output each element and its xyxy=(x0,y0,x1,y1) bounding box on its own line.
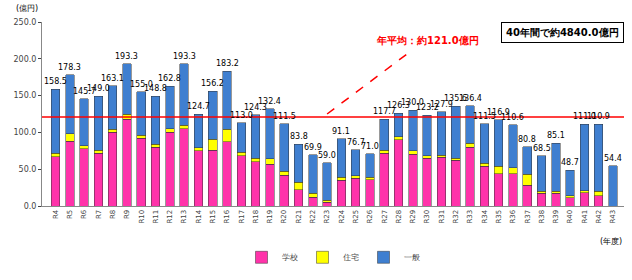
svg-text:R9: R9 xyxy=(123,210,131,219)
svg-text:124.7: 124.7 xyxy=(187,102,210,111)
svg-text:R8: R8 xyxy=(109,210,117,219)
svg-text:R22: R22 xyxy=(309,210,317,224)
svg-text:150.0: 150.0 xyxy=(13,91,36,100)
svg-text:(年度): (年度) xyxy=(600,237,622,246)
svg-text:124.3: 124.3 xyxy=(244,103,267,112)
svg-text:250.0: 250.0 xyxy=(13,18,36,27)
svg-text:40年間で約4840.0億円: 40年間で約4840.0億円 xyxy=(506,27,619,38)
svg-text:R18: R18 xyxy=(252,210,260,224)
svg-text:91.1: 91.1 xyxy=(332,127,350,136)
svg-text:83.8: 83.8 xyxy=(290,132,308,141)
svg-text:145.7: 145.7 xyxy=(73,87,96,96)
svg-text:123.2: 123.2 xyxy=(416,103,439,112)
svg-text:155.0: 155.0 xyxy=(130,80,153,89)
svg-text:年平均：約121.0億円: 年平均：約121.0億円 xyxy=(376,35,479,46)
svg-text:R40: R40 xyxy=(566,210,574,224)
svg-text:R19: R19 xyxy=(266,210,274,224)
svg-text:学校: 学校 xyxy=(282,253,298,262)
svg-text:126.3: 126.3 xyxy=(387,101,410,110)
svg-text:50.0: 50.0 xyxy=(19,165,37,174)
svg-text:162.8: 162.8 xyxy=(158,74,181,83)
svg-text:R32: R32 xyxy=(452,210,460,224)
svg-text:R34: R34 xyxy=(481,209,489,223)
svg-text:80.8: 80.8 xyxy=(518,135,536,144)
svg-text:R14: R14 xyxy=(195,209,203,223)
svg-text:0.0: 0.0 xyxy=(24,202,37,211)
svg-text:132.4: 132.4 xyxy=(258,97,281,106)
svg-text:110.6: 110.6 xyxy=(501,113,524,122)
svg-text:110.9: 110.9 xyxy=(587,112,610,121)
svg-text:R29: R29 xyxy=(409,210,417,224)
svg-text:R16: R16 xyxy=(223,209,231,223)
svg-text:136.4: 136.4 xyxy=(459,94,482,103)
svg-text:158.5: 158.5 xyxy=(44,77,67,86)
svg-text:85.1: 85.1 xyxy=(547,131,565,140)
svg-text:156.2: 156.2 xyxy=(201,79,224,88)
svg-text:R13: R13 xyxy=(180,210,188,224)
svg-text:117.7: 117.7 xyxy=(373,107,396,116)
svg-text:R35: R35 xyxy=(495,210,503,224)
svg-text:113.0: 113.0 xyxy=(230,111,253,120)
svg-text:130.0: 130.0 xyxy=(401,98,424,107)
svg-text:111.0: 111.0 xyxy=(573,112,596,121)
svg-text:71.0: 71.0 xyxy=(361,142,379,151)
svg-text:一般: 一般 xyxy=(404,253,420,262)
svg-text:183.2: 183.2 xyxy=(216,59,239,68)
svg-text:135.6: 135.6 xyxy=(444,94,467,103)
svg-text:R5: R5 xyxy=(66,210,74,219)
svg-text:193.3: 193.3 xyxy=(115,52,138,61)
svg-text:193.3: 193.3 xyxy=(173,52,196,61)
svg-text:R38: R38 xyxy=(538,210,546,224)
svg-text:R27: R27 xyxy=(381,210,389,224)
svg-text:R23: R23 xyxy=(323,210,331,224)
svg-text:R26: R26 xyxy=(366,209,374,223)
svg-text:R24: R24 xyxy=(338,209,346,223)
svg-text:100.0: 100.0 xyxy=(13,128,36,137)
svg-text:68.5: 68.5 xyxy=(533,144,551,153)
svg-text:R43: R43 xyxy=(609,210,617,224)
svg-text:111.5: 111.5 xyxy=(473,112,496,121)
svg-text:R25: R25 xyxy=(352,210,360,224)
svg-text:69.9: 69.9 xyxy=(304,143,322,152)
svg-text:R20: R20 xyxy=(280,210,288,224)
svg-text:111.5: 111.5 xyxy=(273,112,296,121)
svg-text:R37: R37 xyxy=(524,210,532,224)
svg-text:R7: R7 xyxy=(95,210,103,219)
svg-text:R31: R31 xyxy=(438,210,446,224)
svg-text:59.0: 59.0 xyxy=(318,151,336,160)
svg-text:R21: R21 xyxy=(295,210,303,224)
svg-text:54.4: 54.4 xyxy=(604,154,622,163)
svg-text:149.0: 149.0 xyxy=(87,84,110,93)
svg-text:127.9: 127.9 xyxy=(430,100,453,109)
svg-text:R39: R39 xyxy=(552,210,560,224)
svg-text:R42: R42 xyxy=(595,210,603,224)
svg-text:R41: R41 xyxy=(581,210,589,224)
svg-text:R15: R15 xyxy=(209,210,217,224)
svg-text:R36: R36 xyxy=(509,209,517,223)
svg-text:R12: R12 xyxy=(166,210,174,224)
svg-text:R17: R17 xyxy=(238,210,246,224)
svg-text:R30: R30 xyxy=(423,210,431,224)
svg-text:R10: R10 xyxy=(138,210,146,224)
svg-text:住宅: 住宅 xyxy=(343,253,359,262)
svg-text:116.9: 116.9 xyxy=(487,108,510,117)
svg-text:R33: R33 xyxy=(466,210,474,224)
svg-text:R28: R28 xyxy=(395,210,403,224)
svg-text:(億円): (億円) xyxy=(16,4,38,13)
svg-text:148.8: 148.8 xyxy=(144,84,167,93)
svg-text:178.3: 178.3 xyxy=(58,63,81,72)
svg-text:R11: R11 xyxy=(152,210,160,224)
svg-text:163.1: 163.1 xyxy=(101,74,124,83)
svg-text:R6: R6 xyxy=(80,209,88,219)
svg-text:R4: R4 xyxy=(52,209,60,219)
svg-text:200.0: 200.0 xyxy=(13,55,36,64)
svg-text:48.7: 48.7 xyxy=(561,158,579,167)
svg-text:76.7: 76.7 xyxy=(347,138,365,147)
